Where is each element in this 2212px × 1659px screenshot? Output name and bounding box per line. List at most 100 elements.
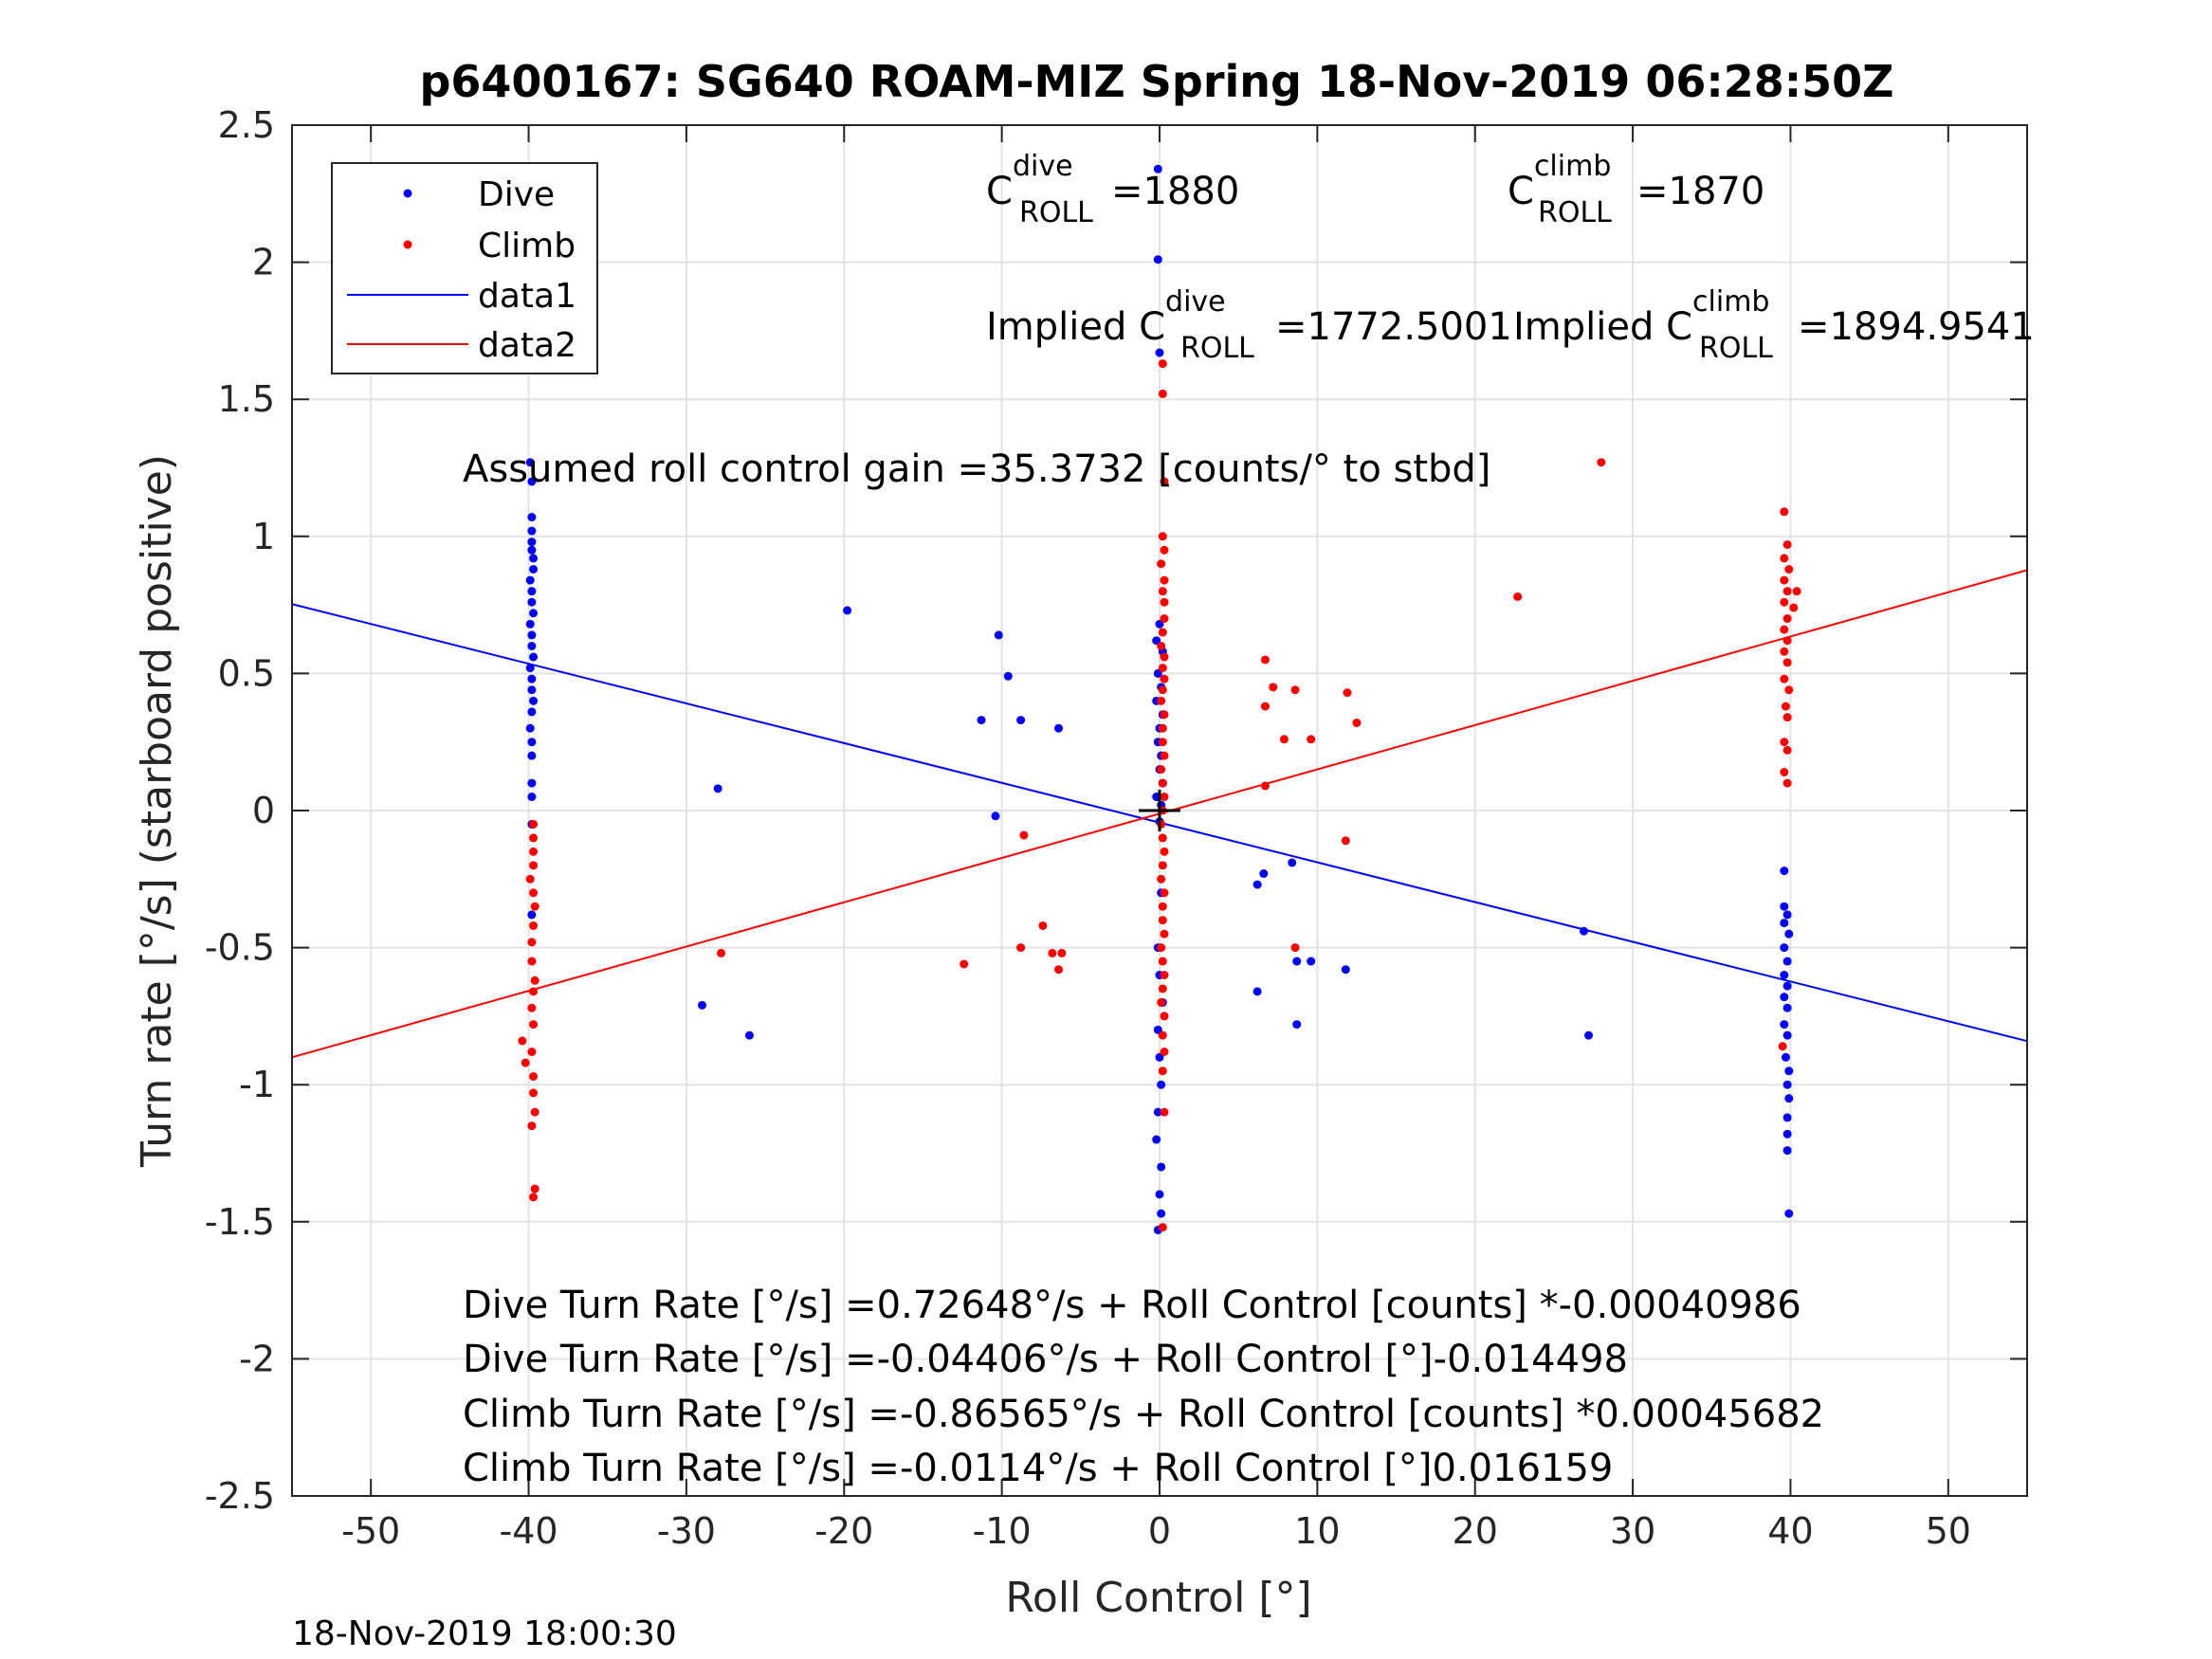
dive-point (1782, 910, 1792, 920)
dive-point (1580, 926, 1589, 936)
data-points (518, 164, 1801, 1234)
climb-point (1782, 745, 1792, 755)
implied-climb-value: =1894.9541 (1798, 305, 2035, 349)
climb-point (527, 1047, 537, 1056)
dive-point (1003, 671, 1013, 681)
dive-point (527, 477, 537, 486)
x-tick-label: 20 (1453, 1510, 1498, 1552)
climb-point (1158, 1030, 1167, 1040)
dive-point (1153, 164, 1162, 173)
climb-point (1157, 696, 1166, 705)
climb-point (1782, 539, 1792, 549)
climb-point (1782, 658, 1792, 667)
climb-point (1038, 921, 1048, 930)
dive-point (744, 1030, 754, 1040)
climb-point (1352, 718, 1362, 727)
chart-title: p6400167: SG640 ROAM-MIZ Spring 18-Nov-2… (419, 56, 1893, 107)
dive-point (525, 458, 535, 467)
climb-point (1158, 861, 1167, 870)
svg-text:Cclimb: Cclimb (1508, 150, 1611, 213)
climb-point (1160, 575, 1169, 585)
climb-point (1160, 597, 1169, 607)
climb-point (1160, 477, 1169, 486)
climb-point (527, 957, 537, 966)
dive-point (1780, 971, 1789, 980)
y-tick-label: -2.5 (205, 1475, 275, 1517)
dive-point (1782, 1030, 1792, 1040)
legend-box (331, 162, 598, 374)
climb-point (1782, 587, 1792, 596)
climb-point (1158, 738, 1167, 747)
climb-point (521, 1058, 530, 1067)
climb-point (1780, 738, 1789, 747)
dive-point (527, 545, 537, 555)
climb-point (525, 874, 535, 884)
dive-point (1780, 919, 1789, 928)
dive-point (527, 910, 537, 920)
origin-marker (1139, 790, 1180, 831)
climb-point (1160, 847, 1169, 856)
climb-point (1157, 559, 1166, 569)
climb-point (1158, 532, 1167, 541)
climb-point (1160, 793, 1169, 802)
climb-point (1158, 833, 1167, 843)
dive-point (527, 793, 537, 802)
climb-point (1782, 636, 1792, 646)
climb-point (1160, 929, 1169, 939)
climb-point (529, 1020, 539, 1030)
climb-point (1158, 957, 1167, 966)
climb-point (1158, 1066, 1167, 1076)
c-dive-value: =1880 (1111, 170, 1239, 213)
legend: Dive Climb data1 data2 (331, 162, 598, 374)
dive-point (1780, 902, 1789, 911)
c-climb-base: C (1508, 170, 1534, 213)
climb-point (529, 987, 539, 996)
dive-point (1782, 1146, 1792, 1156)
climb-point (1780, 507, 1789, 517)
dive-point (1782, 1003, 1792, 1012)
climb-point (1780, 575, 1789, 585)
dive-point (977, 716, 986, 725)
climb-point (1290, 685, 1300, 695)
dive-point (1259, 869, 1269, 879)
dive-point (525, 575, 535, 585)
dive-point (1307, 957, 1316, 966)
climb-point (1269, 683, 1278, 692)
climb-point (1157, 874, 1166, 884)
dive-point (1782, 1113, 1792, 1122)
x-tick-label: 10 (1294, 1510, 1340, 1552)
y-tick-label: -2 (239, 1338, 275, 1379)
dive-point (991, 811, 1000, 821)
equation-dive-counts: Dive Turn Rate [°/s] =0.72648°/s + Roll … (463, 1284, 1801, 1327)
climb-point (529, 819, 539, 829)
c-dive-superscript: dive (1013, 150, 1073, 183)
climb-point (1279, 735, 1289, 744)
climb-point (529, 888, 539, 898)
climb-point (1789, 603, 1799, 612)
x-axis: -50 -40 -30 -20 -10 0 10 20 30 40 50 (341, 125, 1971, 1552)
dive-point (1341, 965, 1350, 975)
climb-point (1778, 1042, 1787, 1051)
svg-text:Cdive: Cdive (986, 150, 1073, 213)
dive-point (529, 652, 539, 662)
climb-point (527, 938, 537, 947)
x-tick-label: -10 (973, 1510, 1032, 1552)
dive-point (1584, 1030, 1594, 1040)
legend-data1-label: data1 (478, 277, 576, 316)
dive-point (529, 565, 539, 574)
c-roll-climb-annotation: Cclimb ROLL =1870 (1508, 150, 1764, 229)
climb-point (1513, 592, 1523, 601)
climb-point (1019, 830, 1029, 840)
dive-point (527, 685, 537, 695)
c-climb-value: =1870 (1636, 170, 1764, 213)
climb-point (1782, 713, 1792, 722)
climb-point (530, 975, 539, 985)
climb-point (1260, 702, 1270, 711)
climb-point (1160, 710, 1169, 720)
climb-point (1782, 614, 1792, 624)
dive-point (527, 778, 537, 788)
dive-point (1782, 1080, 1792, 1089)
dive-point (1780, 943, 1789, 953)
dive-point (527, 538, 537, 547)
